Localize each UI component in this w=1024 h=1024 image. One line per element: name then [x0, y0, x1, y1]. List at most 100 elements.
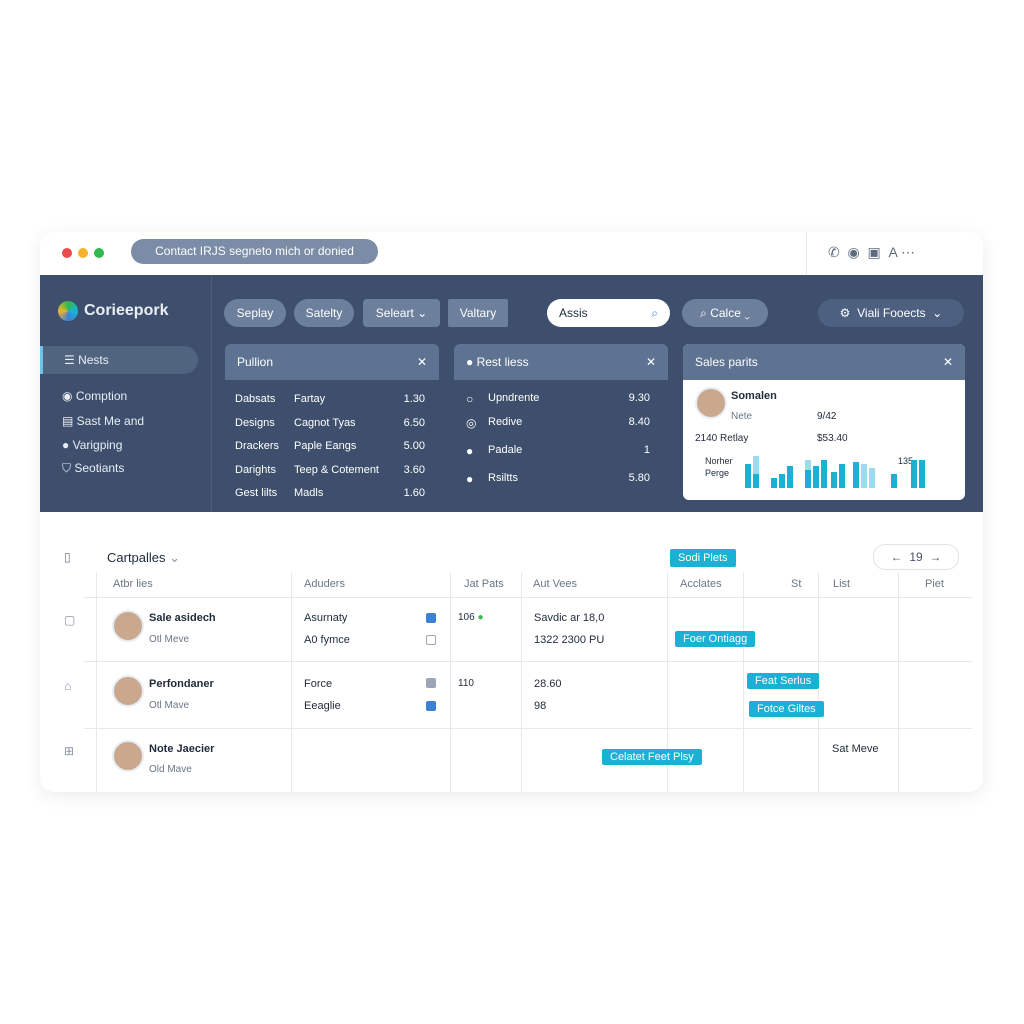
dot[interactable] [94, 248, 104, 258]
cell: Savdic ar 18,0 [534, 612, 605, 624]
label: Calce [710, 306, 741, 320]
row-sub: Otl Mave [149, 700, 190, 711]
avatar [112, 610, 144, 642]
cell: Madls [294, 487, 324, 499]
column-header: Acclates [680, 578, 722, 590]
tag[interactable]: Sodi Plets [670, 549, 736, 567]
row-line [84, 597, 972, 598]
cell: Upndrente [488, 392, 540, 404]
cell: 6.50 [403, 416, 425, 429]
row-name: Perfondaner [149, 678, 214, 690]
checkbox[interactable] [426, 635, 436, 645]
tag[interactable]: Celatet Feet Plsy [602, 749, 702, 765]
col-line [521, 572, 522, 792]
cell: 1 [643, 444, 650, 456]
search[interactable]: Assis ⌕ [547, 299, 670, 327]
cell: Rsiltts [488, 472, 518, 484]
col-line [898, 572, 899, 792]
column-header: Jat Pats [464, 578, 504, 590]
nav-item[interactable]: ☰ Nests [64, 353, 109, 367]
nav-item[interactable]: ⛉ Seotiants [62, 461, 125, 475]
amount: $53.40 [817, 433, 848, 444]
col-line [96, 572, 97, 792]
cell-text: 106 [458, 612, 475, 623]
checkbox[interactable] [426, 613, 436, 623]
cell: 8.40 [628, 416, 650, 428]
nav-label: Nests [78, 353, 109, 367]
section-title: Cartpalles ⌄ [107, 550, 181, 565]
cell: Cagnot Tyas [294, 416, 356, 429]
filter-button[interactable]: ⌕ Calce ⌄ [682, 299, 768, 327]
cell: 3.60 [403, 463, 425, 476]
page: 19 [909, 550, 923, 564]
column-header: Aduders [304, 578, 345, 590]
label: Seleart [375, 306, 414, 320]
row-icon: ⊞ [64, 744, 75, 758]
panel-title: Sales parits [695, 355, 758, 369]
row-icon: ◎ [466, 416, 477, 430]
tag[interactable]: Foer Ontiagg [675, 631, 756, 647]
nav-active[interactable] [40, 346, 198, 374]
cell: Drackers [235, 440, 280, 452]
dot[interactable] [78, 248, 88, 258]
nav-label: Comption [75, 389, 128, 403]
divider [806, 232, 807, 275]
icons[interactable]: ✆ ◉ ▣ A ⋯ [828, 244, 915, 260]
label: Viali Fooects [857, 306, 926, 320]
row-icon: ● [466, 472, 474, 486]
cell: 1.30 [403, 393, 425, 405]
address-bar[interactable]: Contact IRJS segneto mich or donied [131, 239, 378, 264]
search-text: Assis [559, 306, 588, 320]
column-header: St [791, 578, 802, 590]
cell: 9.30 [628, 392, 650, 404]
cell: Paple Eangs [294, 440, 357, 452]
cell: Asurnaty [304, 612, 348, 624]
tag[interactable]: Feat Serlus [747, 673, 820, 689]
count: 135 [898, 456, 914, 466]
col-line [291, 572, 292, 792]
avatar [112, 740, 144, 772]
cell: Sat Meve [832, 743, 879, 755]
cell: 28.60 [534, 678, 562, 690]
cell: Eeaglie [304, 700, 341, 712]
nav-item[interactable]: ◉ Comption [62, 389, 128, 403]
nav-item[interactable]: ● Varigping [62, 438, 123, 452]
row-sub: Old Mave [149, 764, 192, 775]
checkbox[interactable] [426, 701, 436, 711]
row-icon: ⌂ [64, 679, 72, 693]
retail: 2140 Retlay [695, 433, 749, 444]
tab-button[interactable]: Valtary [448, 299, 508, 327]
tag[interactable]: Fotce Giltes [749, 701, 824, 717]
tab-button[interactable]: Seleart ⌄ [363, 299, 440, 327]
cell: A0 fymce [304, 634, 350, 646]
dot[interactable] [62, 248, 72, 258]
cell: 1.60 [403, 487, 425, 499]
tab-button[interactable]: Seplay [224, 299, 286, 327]
column-header: Aut Vees [533, 578, 578, 590]
nav-item[interactable]: ▤ Sast Me and [62, 414, 145, 428]
tab-button[interactable]: Satelty [294, 299, 354, 327]
cell: Redive [488, 416, 523, 428]
cell: 5.80 [628, 472, 650, 484]
cell: Padale [488, 444, 523, 456]
row-icon: ▢ [64, 613, 76, 627]
sales-panel: Sales parits ✕ Somalen Nete 9/42 2140 Ret… [683, 344, 965, 500]
avatar [112, 675, 144, 707]
date: 9/42 [817, 411, 837, 422]
cell: Force [304, 678, 333, 690]
column-header: List [833, 578, 851, 590]
logo-icon [58, 301, 78, 321]
contacts-button[interactable]: ⚙ Viali Fooects ⌄ [818, 299, 964, 327]
col-line [450, 572, 451, 792]
row-icon: ○ [466, 392, 474, 406]
checkbox[interactable] [426, 678, 436, 688]
panel-title: Pullion [237, 355, 274, 369]
icon: ▯ [64, 550, 71, 564]
pager[interactable]: ← 19 → [873, 544, 959, 570]
title-text: Cartpalles [107, 550, 166, 565]
cell: 98 [534, 700, 547, 712]
avatar [695, 387, 727, 419]
row-line [84, 661, 972, 662]
column-header: Atbr lies [113, 578, 153, 590]
col-line [743, 572, 744, 792]
